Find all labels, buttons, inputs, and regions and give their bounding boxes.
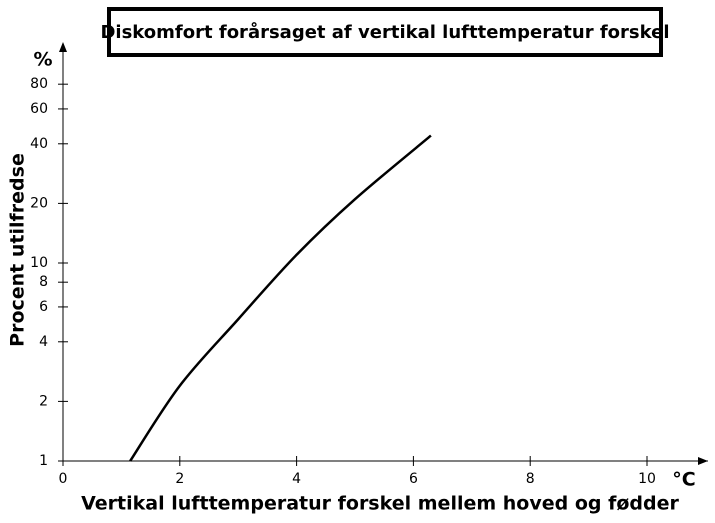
y-tick-label: 2 (39, 393, 48, 409)
y-tick-label: 6 (39, 299, 48, 315)
y-tick-label: 80 (30, 76, 48, 92)
x-tick-label: 10 (638, 471, 656, 487)
x-axis-title: Vertikal lufttemperatur forskel mellem h… (81, 493, 679, 515)
x-tick-label: 0 (59, 471, 68, 487)
x-unit: °C (672, 469, 695, 491)
x-tick-label: 6 (409, 471, 418, 487)
y-arrow (59, 42, 67, 52)
x-arrow (698, 457, 708, 465)
x-tick-label: 8 (526, 471, 535, 487)
y-tick-label: 20 (30, 195, 48, 211)
x-tick-label: 2 (175, 471, 184, 487)
chart-title: Diskomfort forårsaget af vertikal luftte… (100, 21, 669, 43)
y-tick-label: 60 (30, 101, 48, 117)
curve (129, 134, 432, 462)
y-tick-label: 10 (30, 255, 48, 271)
x-tick-label: 4 (292, 471, 301, 487)
y-tick-label: 4 (39, 334, 48, 350)
y-tick-label: 40 (30, 136, 48, 152)
y-unit: % (33, 49, 52, 71)
y-tick-label: 8 (39, 274, 48, 290)
y-tick-label: 1 (39, 453, 48, 469)
title-box (107, 7, 663, 57)
y-axis-title: Procent utilfredse (7, 153, 29, 347)
